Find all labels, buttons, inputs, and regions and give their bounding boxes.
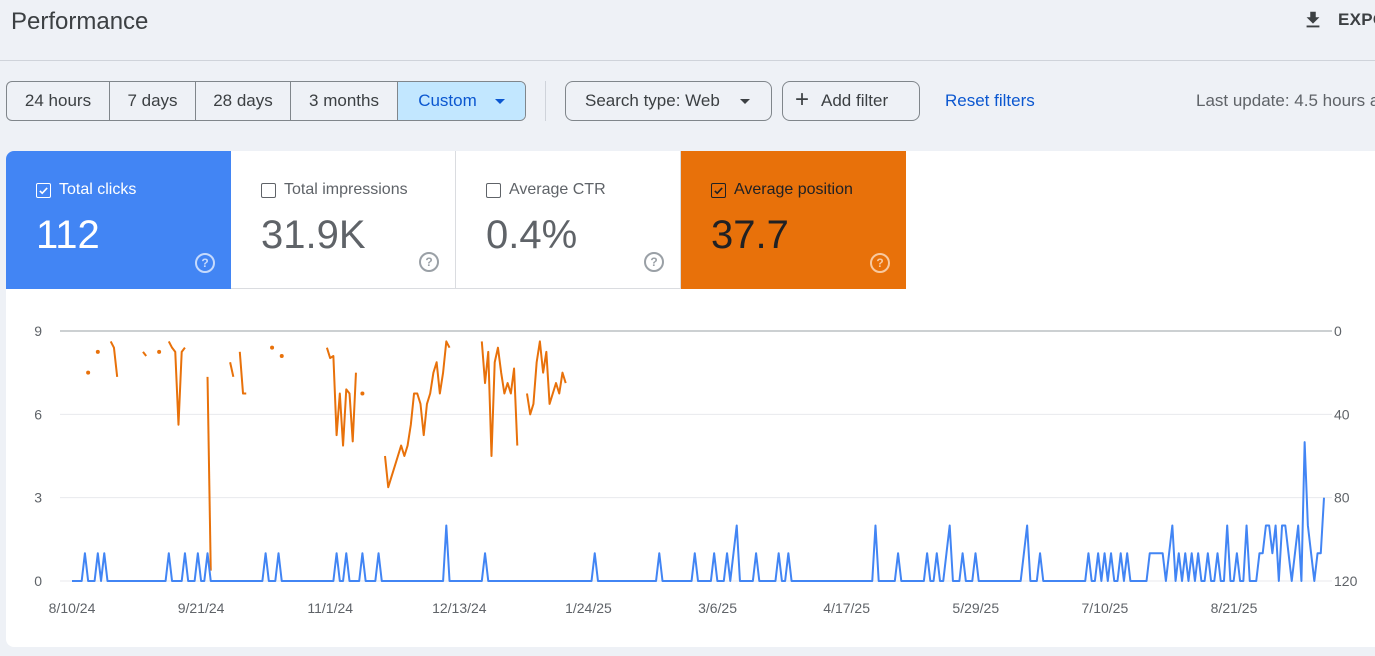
position-point (360, 391, 365, 396)
metric-label: Average position (734, 181, 853, 198)
date-range-selector: 24 hours 7 days 28 days 3 months Custom (6, 81, 526, 121)
y-left-tick-label: 0 (34, 573, 42, 589)
x-tick-label: 12/13/24 (432, 600, 487, 616)
x-tick-label: 11/1/24 (307, 600, 353, 616)
position-point (95, 349, 100, 354)
last-update-text: Last update: 4.5 hours ago (1196, 91, 1375, 110)
position-point (279, 354, 284, 358)
search-type-dropdown[interactable]: Search type: Web (565, 81, 772, 121)
plus-icon: + (795, 86, 810, 113)
position-series-line (206, 376, 212, 571)
position-series-line (480, 341, 519, 457)
range-custom-label: Custom (418, 91, 477, 110)
add-filter-button[interactable]: + Add filter (782, 81, 920, 121)
range-3-months[interactable]: 3 months (291, 82, 398, 120)
position-series-line (109, 340, 119, 377)
position-series-line (525, 340, 567, 416)
checkbox-unchecked-icon[interactable] (486, 182, 501, 198)
y-left-tick-label: 6 (34, 406, 42, 422)
position-series-line (238, 351, 247, 395)
header-divider (0, 60, 1375, 61)
clicks-series-line (72, 441, 1325, 582)
position-point (86, 370, 91, 375)
search-type-label: Search type: Web (585, 91, 720, 110)
position-series-line (384, 340, 451, 489)
x-tick-label: 9/21/24 (178, 600, 225, 616)
y-right-tick-label: 0 (1334, 323, 1342, 339)
metric-label: Total impressions (284, 181, 408, 198)
y-right-tick-label: 120 (1334, 573, 1358, 589)
position-series-line (167, 340, 186, 426)
range-custom[interactable]: Custom (398, 82, 525, 120)
help-icon[interactable]: ? (644, 252, 664, 272)
range-24-hours[interactable]: 24 hours (7, 82, 110, 120)
help-icon[interactable]: ? (870, 253, 890, 273)
toolbar-separator (545, 81, 546, 121)
metric-average-ctr[interactable]: Average CTR 0.4% ? (456, 151, 681, 289)
metric-value: 112 (36, 213, 100, 257)
metric-label: Average CTR (509, 181, 606, 198)
export-button[interactable]: EXPORT (1302, 9, 1375, 31)
metric-label: Total clicks (59, 181, 137, 198)
y-left-tick-label: 9 (34, 323, 42, 339)
x-tick-label: 5/29/25 (952, 600, 999, 616)
help-icon[interactable]: ? (419, 252, 439, 272)
y-right-tick-label: 40 (1334, 406, 1350, 422)
y-right-tick-label: 80 (1334, 490, 1350, 506)
range-28-days[interactable]: 28 days (196, 82, 291, 120)
position-series-line (142, 351, 148, 357)
x-tick-label: 4/17/25 (823, 600, 870, 616)
chevron-down-icon (739, 98, 750, 104)
x-tick-label: 1/24/25 (565, 600, 612, 616)
range-7-days[interactable]: 7 days (110, 82, 196, 120)
reset-filters-link[interactable]: Reset filters (945, 91, 1035, 110)
export-label: EXPORT (1338, 10, 1375, 29)
checkbox-checked-icon[interactable] (36, 182, 51, 198)
position-series-line (229, 362, 235, 378)
metric-value: 0.4% (486, 213, 578, 257)
metric-total-clicks[interactable]: Total clicks 112 ? (6, 151, 231, 289)
x-tick-label: 8/10/24 (49, 600, 96, 616)
metric-value: 31.9K (261, 213, 366, 257)
download-icon (1306, 11, 1320, 28)
help-icon[interactable]: ? (195, 253, 215, 273)
position-series-line (325, 347, 357, 447)
checkbox-unchecked-icon[interactable] (261, 182, 276, 198)
page-title: Performance (11, 8, 149, 35)
y-left-tick-label: 3 (34, 490, 42, 506)
position-point (270, 345, 275, 350)
position-point (157, 349, 162, 354)
x-tick-label: 8/21/25 (1211, 600, 1258, 616)
x-tick-label: 7/10/25 (1082, 600, 1129, 616)
add-filter-label: Add filter (821, 91, 889, 110)
checkbox-checked-icon[interactable] (711, 182, 726, 198)
performance-chart: 0 0 3 40 6 80 9 120 8/10/24 9/21/24 11/1/24 12/13/2… (34, 323, 1358, 616)
x-tick-label: 3/6/25 (698, 600, 737, 616)
metric-average-position[interactable]: Average position 37.7 ? (681, 151, 906, 289)
metric-value: 37.7 (711, 213, 789, 257)
performance-card: Total clicks 112 ? Total impressions 31.… (6, 151, 1375, 647)
metric-total-impressions[interactable]: Total impressions 31.9K ? (231, 151, 456, 289)
chevron-down-icon (494, 98, 505, 104)
